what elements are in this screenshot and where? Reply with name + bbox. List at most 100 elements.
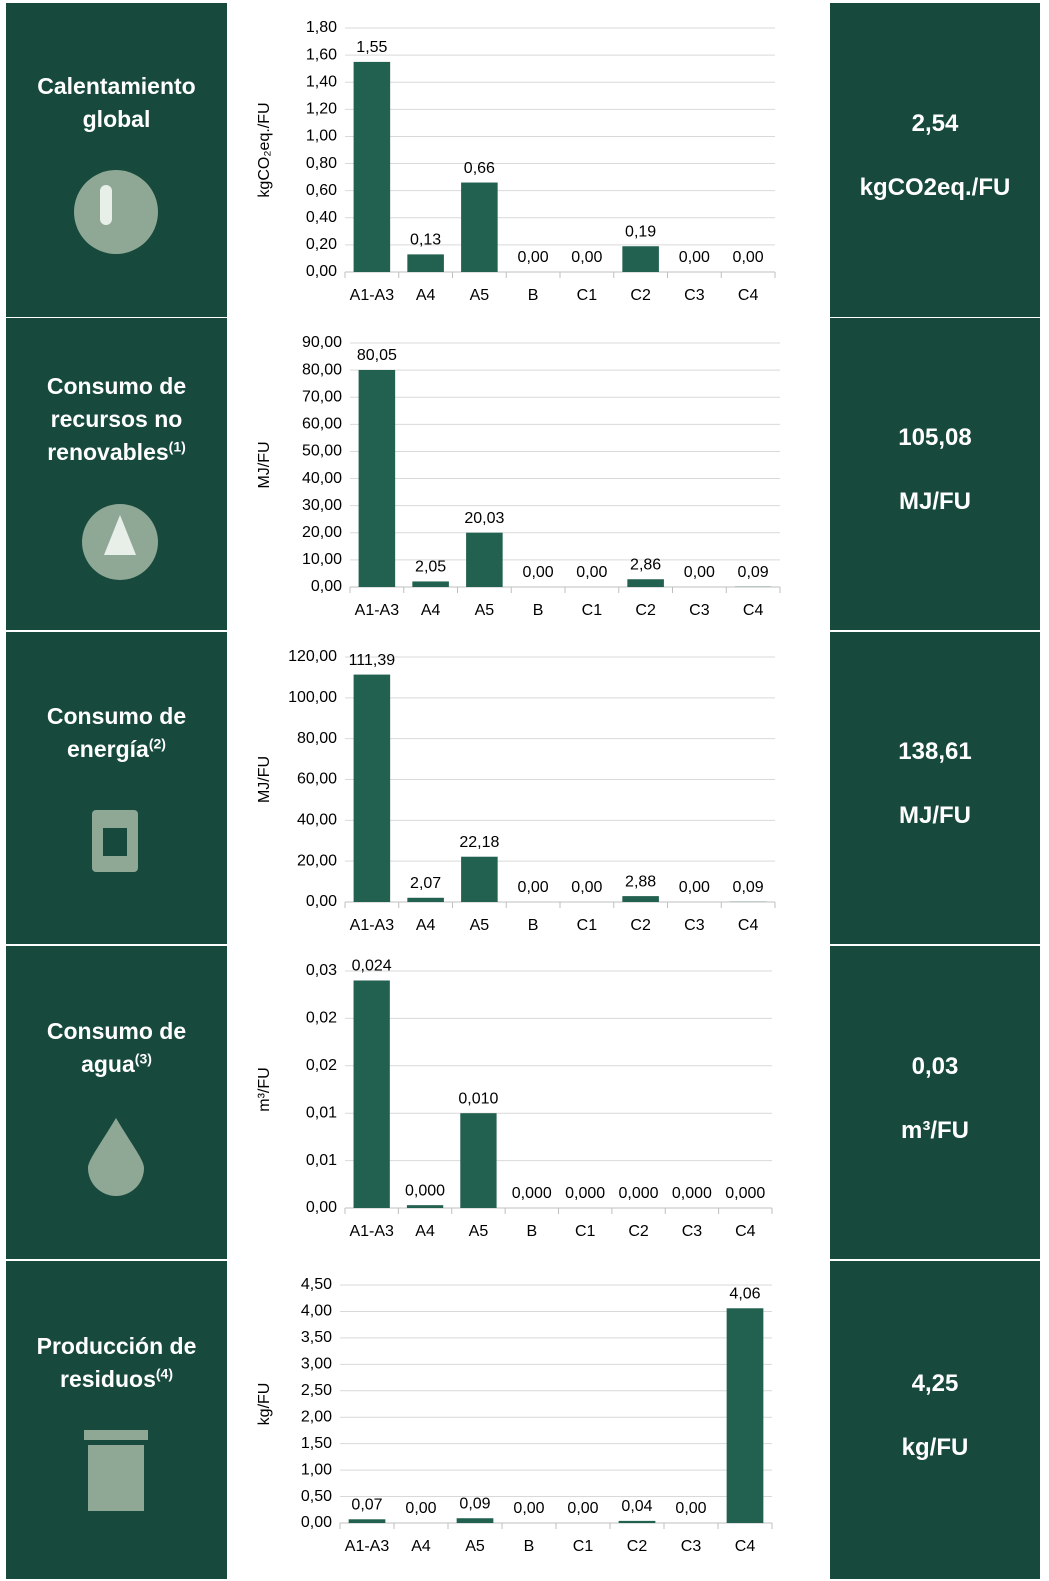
row-unit: MJ/FU [899,488,971,515]
label-text: Consumo de recursos no renovables [46,373,187,465]
y-axis-title: m³/FU [256,1067,273,1111]
bar [353,980,390,1208]
icon-bin-lid [84,1430,148,1440]
x-tick-label: C3 [682,1223,703,1240]
x-tick-label: A4 [416,917,436,934]
x-tick-label: A5 [465,1538,485,1555]
y-tick-label: 1,60 [306,46,337,63]
row-unit: MJ/FU [899,802,971,829]
y-tick-label: 0,00 [311,578,342,595]
bar [412,581,449,587]
x-tick-label: B [528,917,539,934]
value-label: 0,024 [352,958,392,975]
x-tick-label: C4 [738,917,759,934]
label-note: (1) [168,438,186,455]
y-tick-label: 40,00 [297,812,337,829]
bar [618,1520,656,1523]
x-tick-label: C4 [735,1538,756,1555]
row-total: 2,54 [911,110,959,137]
row-label-text: Producción de residuos(4) [19,1330,214,1396]
x-tick-label: C2 [627,1538,648,1555]
value-label: 0,00 [675,1500,706,1517]
y-tick-label: 1,00 [306,128,337,145]
x-tick-label: B [528,287,539,304]
y-tick-label: 1,80 [306,19,337,36]
icon-bin [88,1445,144,1511]
value-label: 80,05 [357,347,397,364]
x-tick-label: A1-A3 [355,602,400,619]
y-tick-label: 0,00 [301,1514,332,1531]
right-panel [830,318,1040,630]
bar [353,674,391,902]
x-tick-label: C1 [575,1223,596,1240]
y-tick-label: 90,00 [302,334,342,351]
value-label: 0,00 [679,879,710,896]
row-unit: kgCO2eq./FU [859,174,1011,201]
x-tick-label: A1-A3 [345,1538,390,1555]
value-label: 0,000 [619,1185,659,1202]
x-tick-label: C4 [735,1223,756,1240]
x-tick-label: C1 [577,917,598,934]
bar [358,369,396,587]
row-unit: m³/FU [901,1116,969,1144]
value-label: 0,00 [518,879,549,896]
y-tick-label: 4,50 [301,1276,332,1293]
bar [456,1518,494,1523]
y-tick-label: 100,00 [288,689,337,706]
y-tick-label: 70,00 [302,388,342,405]
y-tick-label: 0,00 [306,1199,337,1216]
row-label-text: Consumo de agua(3) [19,1015,214,1081]
right-panel [830,632,1040,944]
y-tick-label: 0,40 [306,209,337,226]
value-label: 0,00 [679,249,710,266]
y-tick-label: 120,00 [288,648,337,665]
value-label: 0,00 [733,249,764,266]
x-tick-label: A5 [475,602,495,619]
value-label: 20,03 [464,510,504,527]
bar [627,579,664,587]
bar [466,532,503,587]
y-tick-label: 1,50 [301,1435,332,1452]
icon-can-hole [103,828,127,856]
x-tick-label: C1 [577,287,598,304]
row-label: Consumo de recursos no renovables(1) [6,370,227,469]
x-tick-label: A1-A3 [349,1223,394,1240]
left-panel [6,632,227,944]
row-label: Consumo de energía(2) [6,700,227,766]
y-tick-label: 60,00 [302,416,342,433]
right-panel [830,1261,1040,1579]
x-tick-label: A5 [470,917,490,934]
x-tick-label: C3 [689,602,710,619]
x-tick-label: A1-A3 [350,917,395,934]
value-label: 0,010 [458,1090,498,1107]
left-panel [6,946,227,1259]
x-tick-label: C2 [630,917,651,934]
x-tick-label: B [533,602,544,619]
y-tick-label: 80,00 [297,730,337,747]
x-tick-label: C1 [582,602,603,619]
bar [407,897,444,902]
value-label: 0,000 [725,1185,765,1202]
x-tick-label: B [526,1223,537,1240]
y-tick-label: 0,02 [306,1057,337,1074]
value-label: 0,04 [621,1498,652,1515]
icon-thermometer [100,185,112,225]
y-tick-label: 80,00 [302,361,342,378]
value-label: 22,18 [459,834,499,851]
value-label: 2,07 [410,875,441,892]
y-tick-label: 60,00 [297,771,337,788]
bar [460,1113,497,1208]
x-tick-label: C3 [684,287,705,304]
value-label: 0,00 [571,879,602,896]
value-label: 0,000 [672,1185,712,1202]
y-tick-label: 1,40 [306,73,337,90]
y-axis-title: MJ/FU [256,756,273,803]
x-tick-label: A4 [411,1538,431,1555]
left-panel [6,1261,227,1579]
x-tick-label: C3 [684,917,705,934]
y-tick-label: 3,00 [301,1356,332,1373]
bar [406,1205,444,1208]
y-tick-label: 0,80 [306,155,337,172]
y-tick-label: 0,60 [306,182,337,199]
